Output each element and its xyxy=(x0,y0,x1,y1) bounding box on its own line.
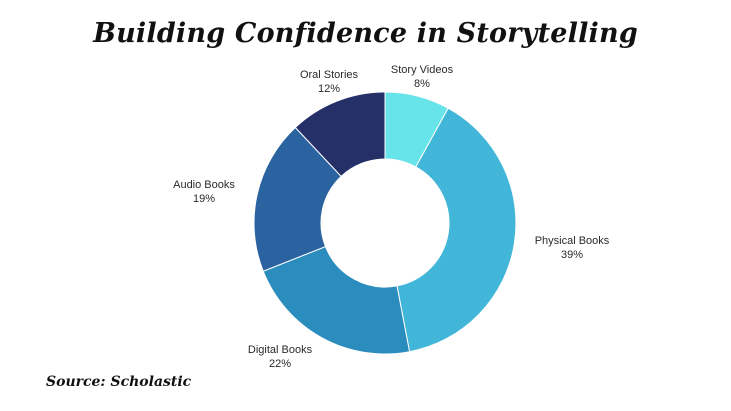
donut-slices xyxy=(253,91,517,355)
chart-title: Building Confidence in Storytelling xyxy=(93,18,638,49)
source-note: Source: Scholastic xyxy=(46,374,192,390)
slice-physical-books xyxy=(396,107,517,353)
slice-value-label: 39% xyxy=(561,249,583,261)
slice-value-label: 19% xyxy=(193,193,215,205)
slice-value-label: 12% xyxy=(318,83,340,95)
slice-label: Oral Stories xyxy=(300,69,359,81)
slice-label: Digital Books xyxy=(248,344,313,356)
slice-value-label: 22% xyxy=(269,358,291,370)
slice-label: Audio Books xyxy=(173,179,235,191)
slice-audio-books xyxy=(253,126,342,272)
slice-label: Physical Books xyxy=(535,235,610,247)
slice-digital-books xyxy=(262,245,411,355)
slice-value-label: 8% xyxy=(414,78,430,90)
slice-labels: Story Videos 8% Physical Books 39% Digital B… xyxy=(173,64,610,370)
slice-label: Story Videos xyxy=(391,64,454,76)
slice-oral-stories xyxy=(294,91,386,178)
